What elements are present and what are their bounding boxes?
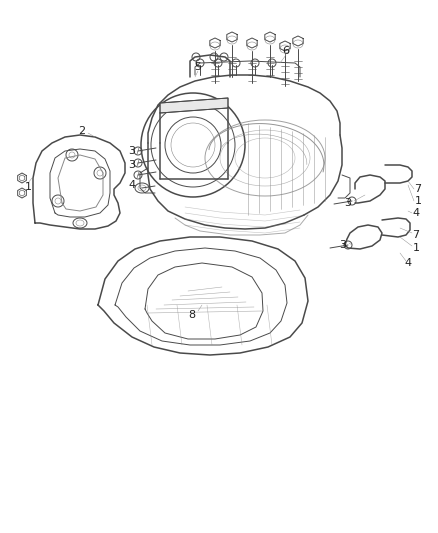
Text: 6: 6 <box>283 46 290 56</box>
Text: 4: 4 <box>128 180 136 190</box>
Text: 2: 2 <box>78 126 85 136</box>
Text: 3: 3 <box>128 160 135 170</box>
Text: 3: 3 <box>128 146 135 156</box>
Text: 1: 1 <box>25 182 32 192</box>
Text: 8: 8 <box>188 310 195 320</box>
Text: 7: 7 <box>414 184 421 194</box>
Text: 1: 1 <box>414 196 421 206</box>
Text: 1: 1 <box>413 243 420 253</box>
Text: 3: 3 <box>339 240 346 250</box>
Polygon shape <box>160 98 228 113</box>
Text: 4: 4 <box>404 258 412 268</box>
Text: 4: 4 <box>413 208 420 218</box>
Text: 3: 3 <box>345 198 352 208</box>
Text: 7: 7 <box>413 230 420 240</box>
Text: 5: 5 <box>194 62 201 72</box>
